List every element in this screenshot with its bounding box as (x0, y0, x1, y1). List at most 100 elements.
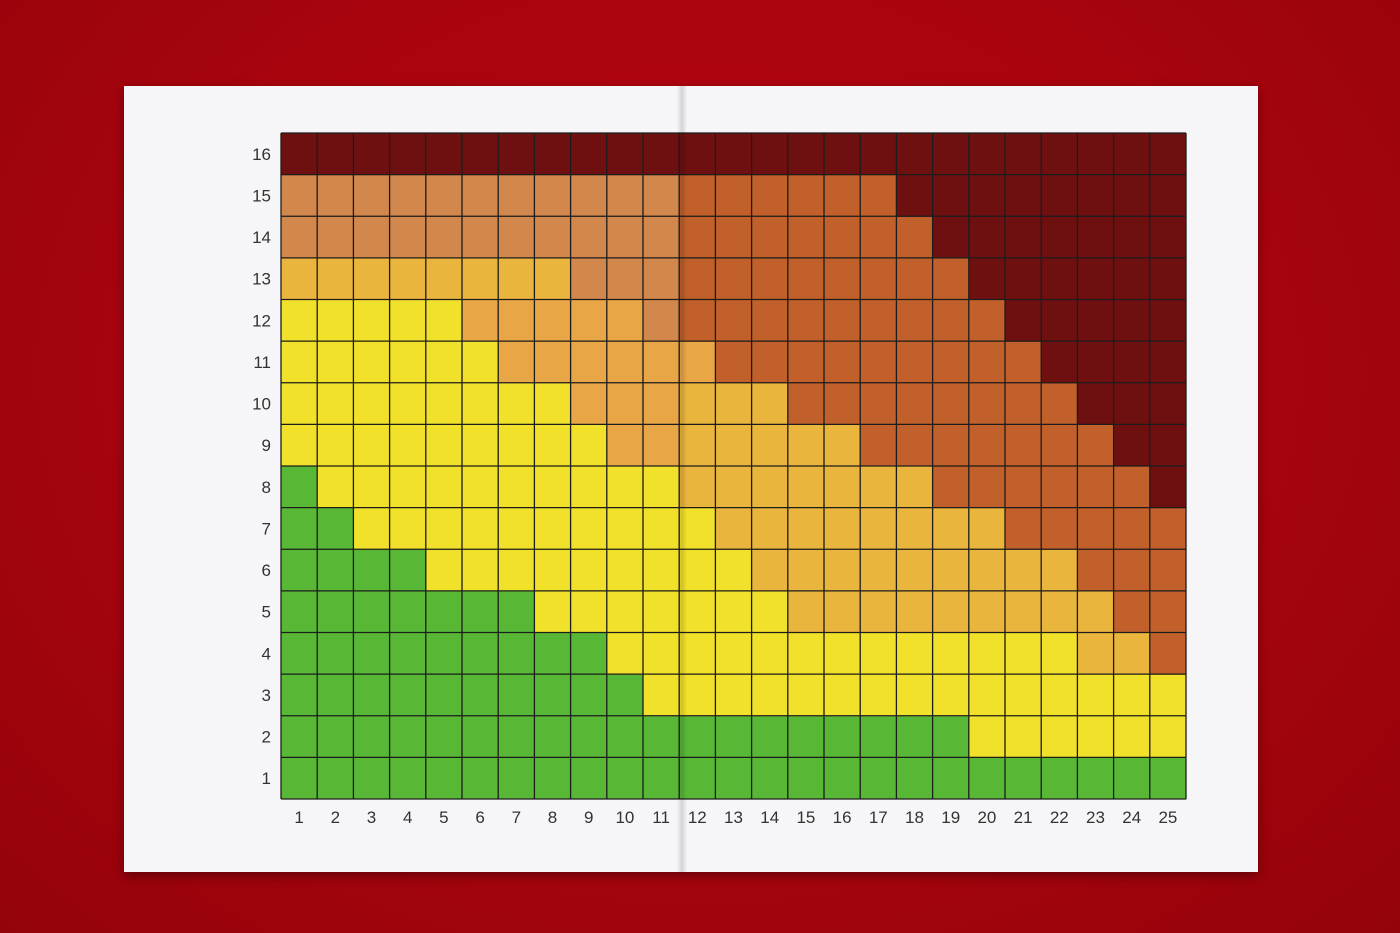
heatmap-cell (896, 341, 934, 384)
heatmap-cell (896, 757, 934, 800)
heatmap-cell (932, 549, 970, 592)
heatmap-cell (1077, 590, 1115, 633)
x-tick-label: 18 (905, 808, 924, 827)
heatmap-cell (1077, 674, 1115, 717)
heatmap-cell (932, 757, 970, 800)
heatmap-cell (751, 174, 789, 217)
heatmap-cell (787, 715, 825, 758)
heatmap-cell (679, 257, 716, 300)
heatmap-cell (389, 382, 427, 425)
heatmap-cell (534, 174, 572, 217)
heatmap-cell (824, 715, 861, 758)
heatmap-cell (932, 507, 970, 550)
heatmap-cell (317, 174, 354, 217)
heatmap-cell (389, 674, 427, 717)
heatmap-cell (281, 674, 318, 717)
heatmap-cell (462, 590, 499, 633)
heatmap-cell (1113, 590, 1151, 633)
heatmap-cell (896, 133, 934, 176)
heatmap-cell (498, 216, 535, 259)
heatmap-cell (824, 174, 861, 217)
heatmap-cell (1077, 424, 1115, 467)
heatmap-cell (715, 341, 753, 384)
heatmap-cell (606, 424, 644, 467)
heatmap-cell (932, 466, 970, 509)
heatmap-cell (425, 757, 463, 800)
heatmap-cell (1149, 757, 1187, 800)
heatmap-cell (281, 507, 318, 550)
heatmap-cell (1005, 133, 1042, 176)
x-tick-label: 7 (512, 808, 521, 827)
heatmap-cell (1149, 674, 1187, 717)
heatmap-cell (679, 590, 716, 633)
heatmap-cell (896, 466, 934, 509)
y-tick-label: 6 (262, 561, 271, 580)
heatmap-cell (1113, 382, 1151, 425)
heatmap-cell (425, 674, 463, 717)
heatmap-cell (968, 632, 1006, 675)
x-tick-label: 6 (475, 808, 484, 827)
heatmap-cell (570, 632, 608, 675)
heatmap-cell (1113, 632, 1151, 675)
heatmap-cell (787, 466, 825, 509)
heatmap-cell (1077, 382, 1115, 425)
heatmap-cell (1149, 341, 1187, 384)
heatmap-cell (715, 590, 753, 633)
heatmap-cell (679, 133, 716, 176)
x-tick-label: 15 (796, 808, 815, 827)
heatmap-cell (353, 382, 391, 425)
heatmap-cell (389, 757, 427, 800)
heatmap-cell (751, 341, 789, 384)
heatmap-cell (968, 382, 1006, 425)
heatmap-cell (462, 715, 499, 758)
heatmap-cell (643, 674, 680, 717)
heatmap-cell (462, 174, 499, 217)
heatmap-cell (606, 174, 644, 217)
heatmap-cell (643, 549, 680, 592)
x-tick-label: 16 (833, 808, 852, 827)
heatmap-cell (462, 549, 499, 592)
heatmap-cell (860, 549, 897, 592)
heatmap-cell (824, 382, 861, 425)
heatmap-cell (389, 549, 427, 592)
heatmap-cell (317, 507, 354, 550)
heatmap-cell (353, 174, 391, 217)
heatmap-cell (425, 299, 463, 342)
heatmap-cell (751, 674, 789, 717)
heatmap-cell (860, 257, 897, 300)
heatmap-cell (1005, 507, 1042, 550)
heatmap-cell (570, 424, 608, 467)
heatmap-cell (534, 757, 572, 800)
heatmap-cell (968, 715, 1006, 758)
heatmap-cell (317, 257, 354, 300)
heatmap-cell (715, 216, 753, 259)
heatmap-cell (425, 507, 463, 550)
heatmap-cell (643, 133, 680, 176)
heatmap-cell (932, 133, 970, 176)
heatmap-cell (389, 341, 427, 384)
heatmap-cell (281, 590, 318, 633)
heatmap-cell (462, 341, 499, 384)
x-tick-label: 13 (724, 808, 743, 827)
heatmap-cell (317, 632, 354, 675)
x-tick-label: 4 (403, 808, 412, 827)
heatmap-cell (498, 174, 535, 217)
heatmap-cell (787, 549, 825, 592)
x-tick-label: 3 (367, 808, 376, 827)
heatmap-cell (751, 549, 789, 592)
heatmap-cell (715, 257, 753, 300)
heatmap-cell (824, 466, 861, 509)
y-tick-label: 11 (253, 353, 271, 372)
heatmap-cell (534, 549, 572, 592)
heatmap-cell (498, 257, 535, 300)
heatmap-cell (896, 174, 934, 217)
heatmap-cell (932, 715, 970, 758)
heatmap-cell (715, 174, 753, 217)
heatmap-cell (1041, 257, 1078, 300)
heatmap-cell (1005, 590, 1042, 633)
heatmap-cell (751, 590, 789, 633)
heatmap-cell (824, 216, 861, 259)
heatmap-cell (824, 590, 861, 633)
heatmap-cell (1041, 632, 1078, 675)
heatmap-cell (715, 299, 753, 342)
